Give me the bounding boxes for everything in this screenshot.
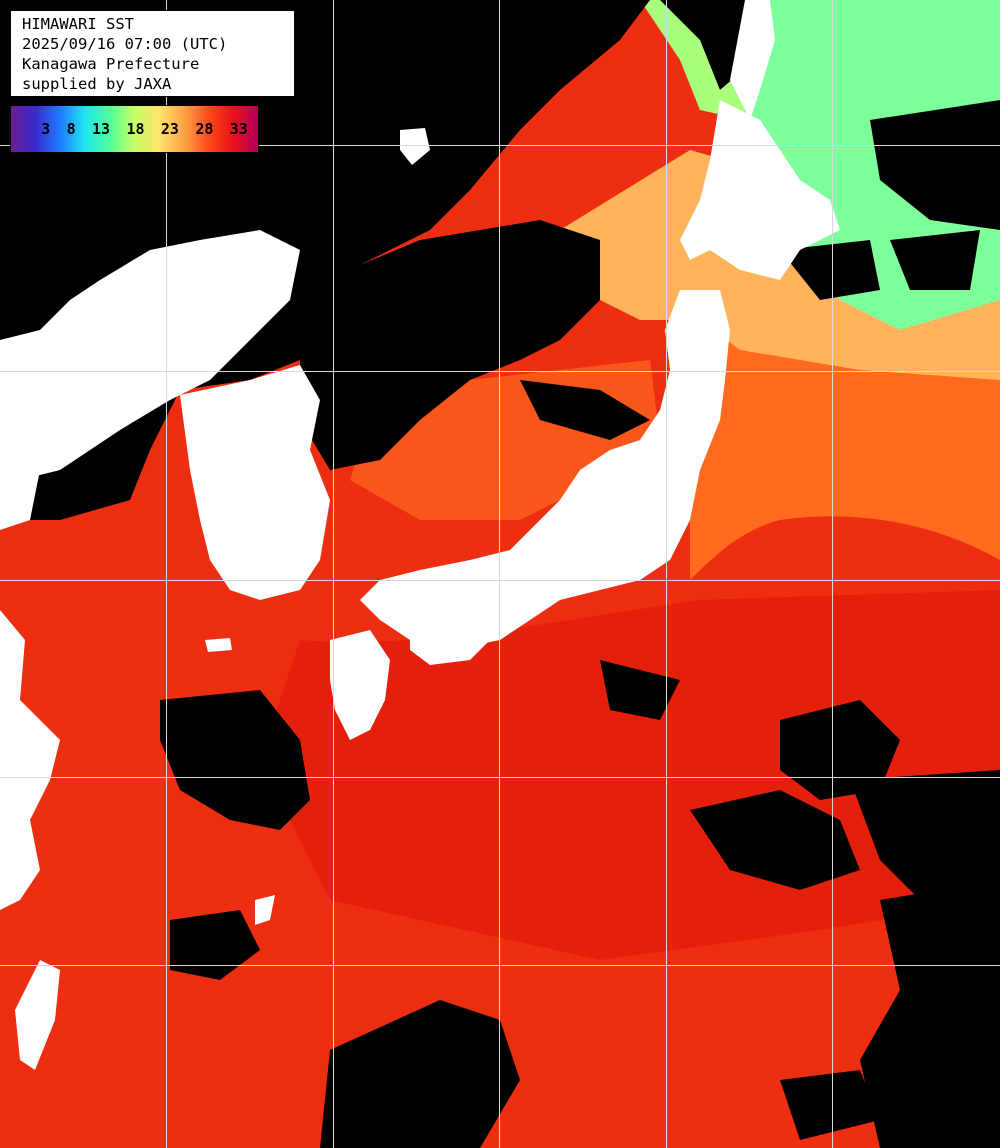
color-scale-tick: 13	[92, 120, 111, 138]
color-scale-tick: 8	[66, 120, 76, 138]
color-scale-tick: 3	[41, 120, 51, 138]
observation-time: 2025/09/16 07:00 (UTC)	[22, 35, 228, 53]
color-scale-tick: 28	[195, 120, 214, 138]
color-scale-tick: 33	[229, 120, 248, 138]
latitude-label-40n: 40N	[14, 352, 40, 368]
info-box: HIMAWARI SST 2025/09/16 07:00 (UTC) Kana…	[10, 10, 295, 97]
color-scale-tick: 23	[160, 120, 179, 138]
color-scale-bar: 3 8 13 18 23 28 33	[10, 105, 259, 153]
data-credit: supplied by JAXA	[22, 75, 172, 93]
latitude-label-30n: 30N	[14, 759, 40, 775]
region-name: Kanagawa Prefecture	[22, 55, 200, 73]
color-scale-tick: 18	[126, 120, 145, 138]
product-title: HIMAWARI SST	[22, 15, 134, 33]
